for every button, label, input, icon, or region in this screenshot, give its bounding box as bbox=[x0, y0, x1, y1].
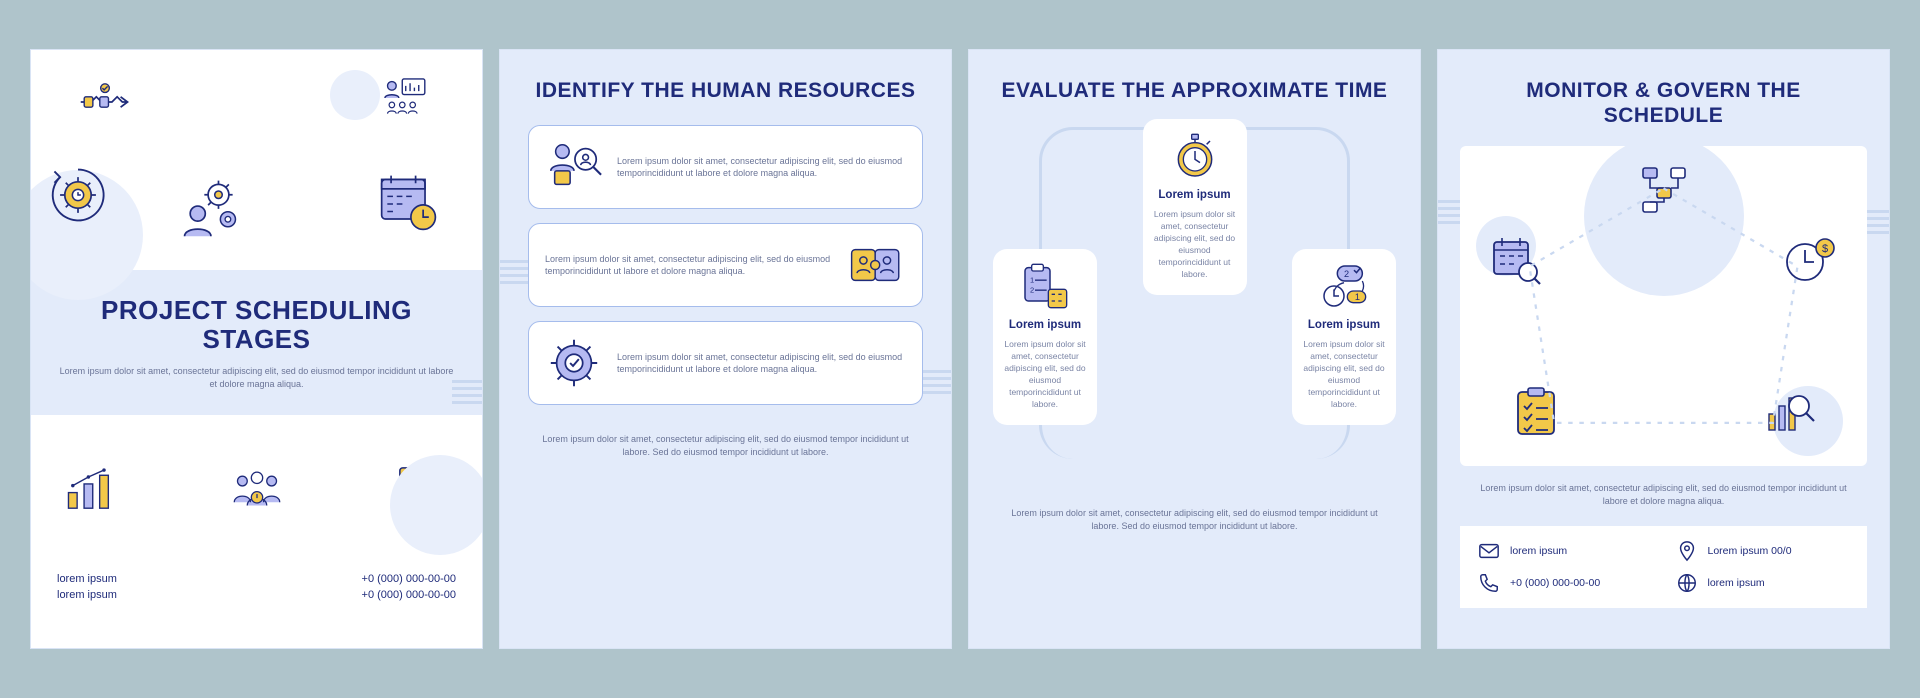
panel1-footer: lorem ipsum lorem ipsum +0 (000) 000-00-… bbox=[31, 555, 482, 623]
card-label: Lorem ipsum bbox=[1009, 319, 1081, 331]
card-desc: Lorem ipsum dolor sit amet, consectetur … bbox=[1153, 209, 1237, 280]
card-label: Lorem ipsum bbox=[1158, 189, 1230, 201]
gear-cycle-icon bbox=[45, 162, 111, 228]
card-desc: Lorem ipsum dolor sit amet, consectetur … bbox=[1302, 339, 1386, 410]
panel-project-scheduling: PROJECT SCHEDULING STAGES Lorem ipsum do… bbox=[30, 49, 483, 649]
contact-text: +0 (000) 000-00-00 bbox=[1510, 577, 1600, 589]
panel2-title: IDENTIFY THE HUMAN RESOURCES bbox=[532, 78, 919, 103]
panel3-footer-text: Lorem ipsum dolor sit amet, consectetur … bbox=[1005, 507, 1384, 533]
team-idea-icon bbox=[231, 464, 283, 516]
recruit-icon bbox=[545, 138, 603, 196]
mail-icon bbox=[1478, 540, 1500, 562]
footer-text: lorem ipsum bbox=[57, 573, 117, 585]
contact-text: lorem ipsum bbox=[1510, 545, 1567, 557]
gear-check-icon bbox=[545, 334, 603, 392]
checklist-grid-icon: 12 bbox=[1020, 261, 1070, 311]
row-text: Lorem ipsum dolor sit amet, consectetur … bbox=[617, 155, 906, 180]
panel-monitor-schedule: MONITOR & GOVERN THE SCHEDULE $ bbox=[1437, 49, 1890, 649]
contact-web: lorem ipsum bbox=[1676, 572, 1850, 594]
panel4-icon-ring: $ bbox=[1460, 146, 1867, 466]
resource-row: Lorem ipsum dolor sit amet, consectetur … bbox=[528, 223, 923, 307]
row-text: Lorem ipsum dolor sit amet, consectetur … bbox=[545, 253, 834, 278]
calendar-clock-icon bbox=[376, 170, 442, 236]
bar-chart-icon bbox=[65, 464, 117, 516]
card-desc: Lorem ipsum dolor sit amet, consectetur … bbox=[1003, 339, 1087, 410]
ring-path bbox=[1496, 166, 1831, 490]
panel3-cards-area: Lorem ipsum Lorem ipsum dolor sit amet, … bbox=[993, 119, 1396, 489]
panel3-title: EVALUATE THE APPROXIMATE TIME bbox=[999, 78, 1390, 103]
contact-grid: lorem ipsum Lorem ipsum 00/0 +0 (000) 00… bbox=[1460, 526, 1867, 608]
stopwatch-icon bbox=[1170, 131, 1220, 181]
globe-icon bbox=[1676, 572, 1698, 594]
time-card: 12 Lorem ipsum Lorem ipsum dolor sit ame… bbox=[993, 249, 1097, 424]
contact-text: lorem ipsum bbox=[1708, 577, 1765, 589]
team-presentation-icon bbox=[378, 72, 430, 124]
panel-evaluate-time: EVALUATE THE APPROXIMATE TIME Lorem ipsu… bbox=[968, 49, 1421, 649]
workflow-icon bbox=[79, 76, 131, 128]
panel1-desc: Lorem ipsum dolor sit amet, consectetur … bbox=[59, 365, 454, 391]
contact-phone: +0 (000) 000-00-00 bbox=[1478, 572, 1652, 594]
decor-stripes bbox=[923, 370, 952, 394]
iteration-icon: 21 bbox=[1319, 261, 1369, 311]
contact-location: Lorem ipsum 00/0 bbox=[1676, 540, 1850, 562]
card-label: Lorem ipsum bbox=[1308, 319, 1380, 331]
footer-text: lorem ipsum bbox=[57, 589, 117, 601]
svg-text:1: 1 bbox=[1030, 276, 1034, 285]
footer-phone: +0 (000) 000-00-00 bbox=[362, 573, 456, 585]
svg-text:2: 2 bbox=[1030, 286, 1034, 295]
project-manager-icon bbox=[177, 174, 243, 240]
panel-identify-resources: IDENTIFY THE HUMAN RESOURCES Lorem ipsum… bbox=[499, 49, 952, 649]
panel4-title: MONITOR & GOVERN THE SCHEDULE bbox=[1464, 78, 1863, 128]
pin-icon bbox=[1676, 540, 1698, 562]
footer-phone: +0 (000) 000-00-00 bbox=[362, 589, 456, 601]
panel1-top-icons bbox=[53, 70, 460, 270]
panel1-title: PROJECT SCHEDULING STAGES bbox=[59, 296, 454, 353]
resource-row: Lorem ipsum dolor sit amet, consectetur … bbox=[528, 321, 923, 405]
team-puzzle-icon bbox=[848, 236, 906, 294]
svg-text:2: 2 bbox=[1344, 269, 1349, 279]
phone-icon bbox=[1478, 572, 1500, 594]
contact-mail: lorem ipsum bbox=[1478, 540, 1652, 562]
decor-stripes bbox=[452, 380, 483, 404]
time-card: 21 Lorem ipsum Lorem ipsum dolor sit ame… bbox=[1292, 249, 1396, 424]
panel1-bottom-icons bbox=[53, 425, 460, 555]
contact-text: Lorem ipsum 00/0 bbox=[1708, 545, 1792, 557]
svg-text:1: 1 bbox=[1355, 292, 1360, 302]
decor-stripes bbox=[499, 260, 528, 284]
time-card: Lorem ipsum Lorem ipsum dolor sit amet, … bbox=[1143, 119, 1247, 294]
brochure-container: PROJECT SCHEDULING STAGES Lorem ipsum do… bbox=[30, 49, 1890, 649]
row-text: Lorem ipsum dolor sit amet, consectetur … bbox=[617, 351, 906, 376]
panel2-footer-text: Lorem ipsum dolor sit amet, consectetur … bbox=[536, 433, 915, 459]
resource-row: Lorem ipsum dolor sit amet, consectetur … bbox=[528, 125, 923, 209]
panel2-rows: Lorem ipsum dolor sit amet, consectetur … bbox=[500, 113, 951, 411]
